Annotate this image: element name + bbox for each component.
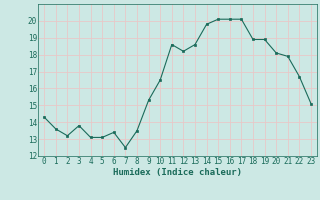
X-axis label: Humidex (Indice chaleur): Humidex (Indice chaleur): [113, 168, 242, 177]
